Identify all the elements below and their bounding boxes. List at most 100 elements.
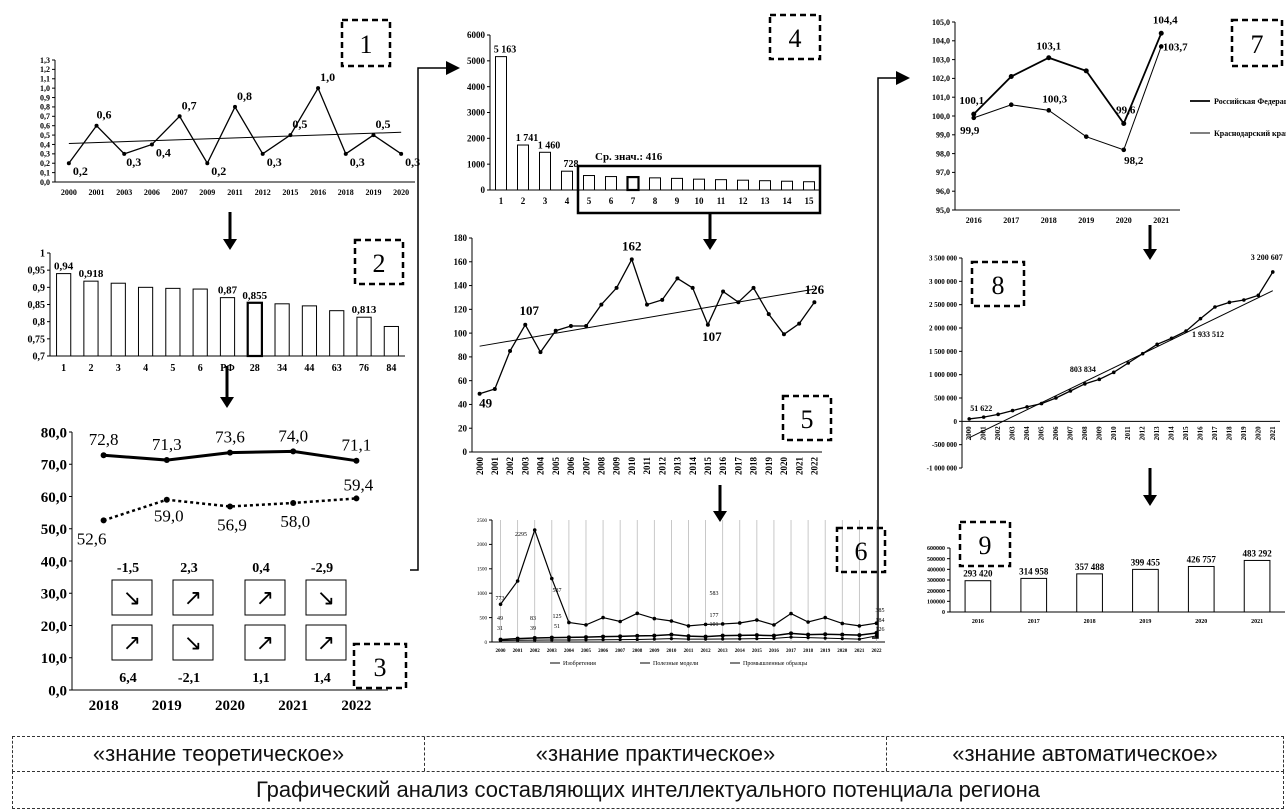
x-tick-label: 2019: [1078, 216, 1094, 225]
data-point: [532, 528, 537, 532]
chart-number-label: 6: [855, 537, 868, 566]
x-tick-label: 2000: [61, 188, 77, 197]
x-tick-label: 2015: [282, 188, 298, 197]
bar: [356, 316, 372, 357]
y-tick-label: 60,0: [41, 490, 67, 506]
data-point: [1158, 44, 1164, 49]
data-label: 177: [710, 613, 719, 619]
data-label: 162: [622, 238, 642, 253]
data-point: [227, 449, 233, 456]
data-label: 314 958: [1019, 566, 1049, 576]
data-point: [1083, 134, 1089, 139]
data-point: [290, 499, 297, 506]
data-point: [721, 289, 726, 294]
bar: [759, 180, 771, 191]
data-point: [601, 634, 606, 639]
data-point: [645, 302, 649, 307]
legend-label: Российская Федерация: [1214, 97, 1286, 106]
y-tick-label: 0,8: [40, 103, 50, 112]
x-tick-label: 2001: [513, 649, 524, 654]
data-point: [568, 323, 573, 328]
flow-arrow-head: [220, 397, 234, 408]
bar: [737, 179, 749, 191]
data-point: [163, 496, 170, 503]
change-label: 2,3: [180, 561, 198, 576]
x-tick-label: 2022: [810, 457, 820, 476]
data-point: [789, 611, 793, 616]
data-label: 1 460: [538, 140, 561, 151]
y-tick-label: 60: [458, 376, 468, 386]
x-tick-label: 2019: [1139, 619, 1151, 625]
x-tick-label: 1: [499, 196, 504, 206]
data-point: [618, 634, 623, 639]
data-point: [353, 457, 360, 464]
data-point: [737, 633, 742, 638]
y-tick-label: 0,9: [40, 93, 50, 102]
data-point: [567, 620, 571, 625]
x-tick-label: 3: [543, 196, 548, 206]
data-point: [1198, 316, 1203, 321]
data-point: [720, 622, 725, 626]
bar: [715, 179, 727, 191]
data-label: 1 933 512: [1192, 330, 1224, 339]
x-tick-label: 2002: [994, 426, 1002, 441]
data-label: 426 757: [1187, 554, 1217, 564]
data-point: [1010, 408, 1015, 413]
x-tick-label: 2014: [688, 457, 698, 476]
bar: [1187, 565, 1215, 613]
chart-number-box: [835, 526, 887, 574]
data-point: [538, 350, 543, 355]
chart-number-box: [768, 13, 822, 61]
y-tick-label: 96,0: [936, 187, 950, 196]
data-point: [316, 86, 321, 91]
bar: [649, 177, 661, 191]
y-tick-label: 0,7: [33, 352, 46, 363]
practical-knowledge-label: «знание практическое»: [425, 737, 887, 771]
data-point: [652, 616, 657, 621]
x-tick-label: 2002: [530, 649, 541, 654]
x-tick-label: 2020: [1116, 216, 1132, 225]
x-tick-label: 14: [783, 196, 793, 206]
y-tick-label: 0,95: [28, 266, 46, 277]
data-point: [353, 495, 360, 502]
y-tick-label: 0,5: [40, 131, 50, 140]
x-tick-label: 63: [332, 363, 342, 374]
data-point: [857, 633, 862, 638]
data-point: [690, 285, 695, 290]
data-point: [1270, 270, 1275, 274]
y-tick-label: 0,9: [33, 283, 46, 294]
data-point: [94, 123, 99, 128]
change-label: 0,4: [252, 561, 270, 576]
x-tick-label: 2012: [701, 649, 712, 654]
chart-7: 95,0 96,0 97,0 98,0 99,0 100,0 101,0 102,0 103,0…: [932, 14, 1286, 225]
data-point: [823, 615, 827, 620]
x-tick-label: 2015: [752, 649, 763, 654]
data-point: [660, 297, 665, 302]
bar: [626, 175, 640, 192]
data-label: 293 420: [963, 569, 993, 579]
x-tick-label: 2016: [718, 457, 728, 476]
data-point: [669, 632, 674, 637]
x-tick-label: 2020: [215, 698, 245, 714]
y-tick-label: 5000: [467, 56, 486, 66]
y-tick-label: 0: [942, 610, 945, 616]
data-label: 49: [479, 396, 493, 411]
x-tick-label: 2016: [972, 619, 984, 625]
trend-box: [305, 579, 347, 616]
data-point: [669, 619, 674, 623]
chart-8: -1 000 000 -500 000 0 500 000 1 000 000 1 500…: [927, 253, 1283, 472]
y-tick-label: 20: [458, 423, 468, 433]
x-tick-label: 2004: [1023, 426, 1031, 441]
data-point: [754, 633, 759, 638]
data-point: [516, 638, 520, 642]
data-point: [371, 133, 376, 138]
data-point: [550, 638, 554, 642]
data-label: 103,7: [1163, 41, 1188, 53]
chart-3: 0,0 10,0 20,0 30,0 40,0 50,0 60,0 70,0 80,0 2018 2…: [41, 425, 408, 714]
x-tick-label: 2000: [965, 426, 973, 441]
y-tick-label: 70,0: [41, 458, 67, 474]
mean-annotation: Ср. знач.: 416: [595, 151, 663, 163]
x-tick-label: 13: [761, 196, 771, 206]
data-label: 58,0: [280, 512, 310, 531]
